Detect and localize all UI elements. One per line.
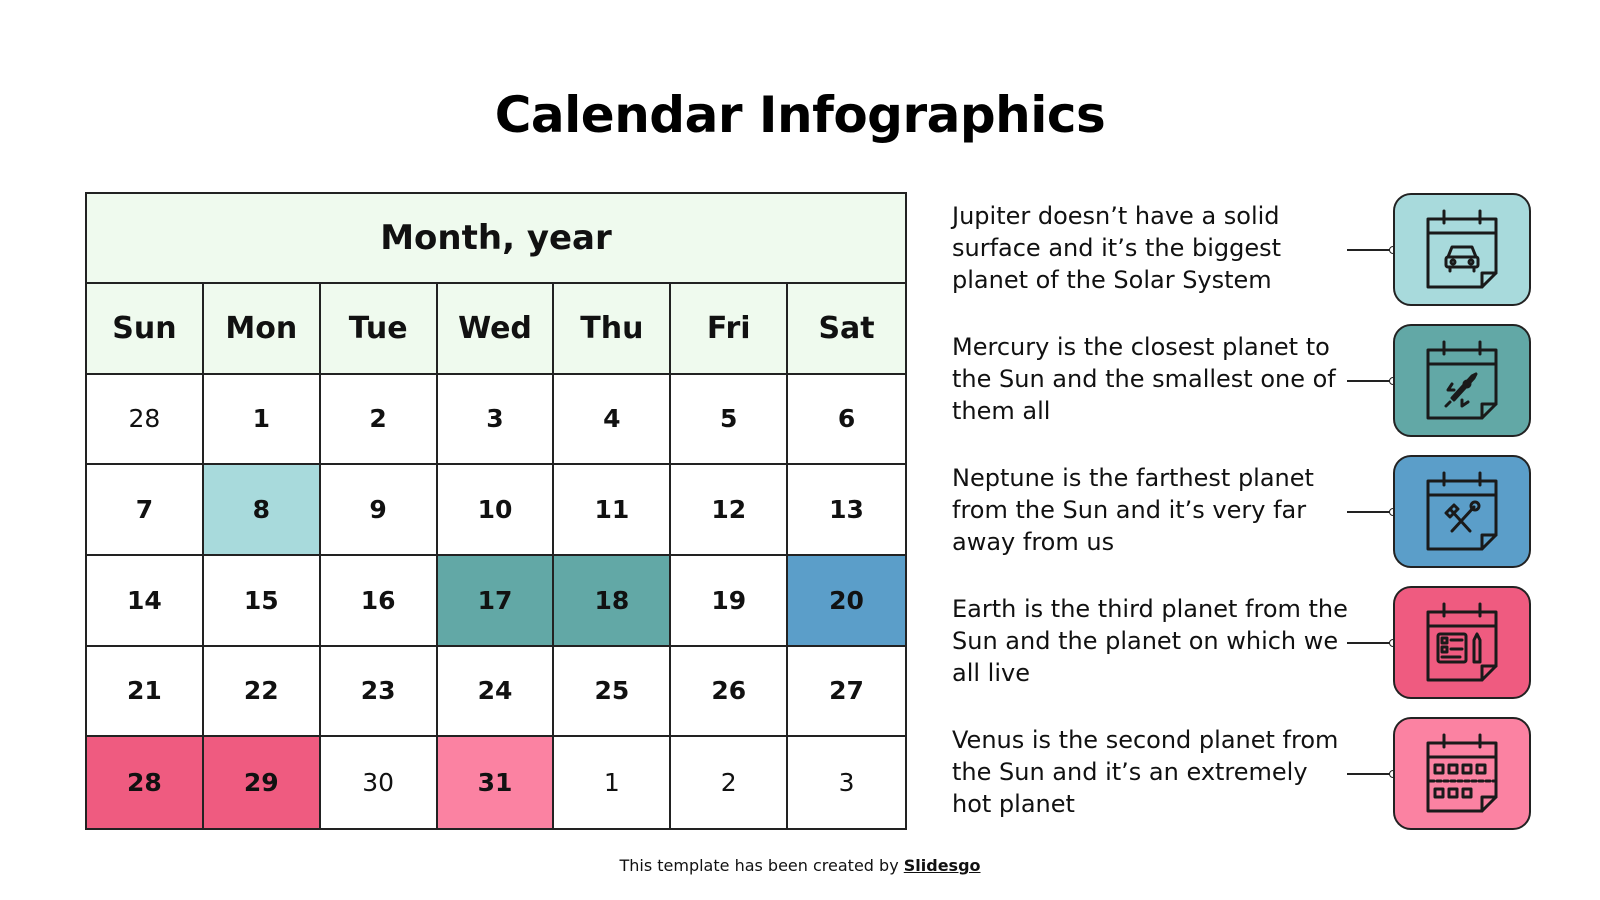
day-cell[interactable]: 30 — [320, 737, 438, 828]
day-cell[interactable]: 24 — [437, 646, 555, 738]
day-cell[interactable]: 13 — [788, 465, 905, 556]
day-cell[interactable]: 3 — [788, 737, 905, 828]
weekday-mon: Mon — [203, 284, 321, 375]
weekday-sun: Sun — [87, 284, 204, 375]
note-mercury: Mercury is the closest planet to the Sun… — [952, 333, 1336, 425]
day-cell[interactable]: 26 — [671, 646, 789, 738]
day-cell[interactable]: 21 — [87, 646, 204, 738]
icon-box-venus — [1393, 717, 1531, 830]
day-cell-highlighted[interactable]: 29 — [203, 737, 321, 828]
calendar-notes-icon — [1426, 602, 1498, 681]
connector-line — [1347, 508, 1397, 516]
day-cell[interactable]: 3 — [437, 374, 555, 466]
day-cell[interactable]: 1 — [554, 737, 672, 828]
slide-title: Calendar Infographics — [494, 86, 1106, 144]
connector-line — [1347, 639, 1397, 647]
note-earth: Earth is the third planet from the Sun a… — [952, 595, 1348, 687]
day-cell[interactable]: 11 — [554, 465, 672, 556]
weekday-fri: Fri — [671, 284, 789, 375]
day-cell[interactable]: 23 — [320, 646, 438, 738]
weekday-tue: Tue — [320, 284, 438, 375]
note-neptune: Neptune is the farthest planet from the … — [952, 464, 1314, 556]
day-cell-highlighted[interactable]: 17 — [437, 555, 555, 647]
connector-line — [1347, 770, 1397, 778]
note-venus: Venus is the second planet from the Sun … — [952, 726, 1339, 818]
calendar-grid: Month, year Sun Mon Tue Wed Thu Fri Sat … — [85, 192, 907, 830]
day-cell-highlighted[interactable]: 18 — [554, 555, 672, 647]
note-jupiter: Jupiter doesn’t have a solid surface and… — [952, 202, 1282, 294]
day-cell[interactable]: 6 — [788, 374, 905, 466]
day-cell-highlighted[interactable]: 20 — [788, 555, 905, 647]
day-cell[interactable]: 12 — [671, 465, 789, 556]
day-cell[interactable]: 22 — [203, 646, 321, 738]
day-cell[interactable]: 2 — [320, 374, 438, 466]
day-cell[interactable]: 10 — [437, 465, 555, 556]
day-cell[interactable]: 4 — [554, 374, 672, 466]
day-cell-highlighted[interactable]: 28 — [87, 737, 204, 828]
calendar-month-header: Month, year — [87, 194, 905, 284]
day-cell-highlighted[interactable]: 31 — [437, 737, 555, 828]
icon-box-mercury — [1393, 324, 1531, 437]
calendar-car-icon — [1426, 209, 1498, 288]
icon-box-earth — [1393, 586, 1531, 699]
day-cell[interactable]: 14 — [87, 555, 204, 647]
day-cell[interactable]: 1 — [203, 374, 321, 466]
day-cell[interactable]: 5 — [671, 374, 789, 466]
calendar-tools-icon — [1426, 471, 1498, 550]
day-cell[interactable]: 7 — [87, 465, 204, 556]
day-cell[interactable]: 15 — [203, 555, 321, 647]
icon-box-jupiter — [1393, 193, 1531, 306]
weekday-wed: Wed — [437, 284, 555, 375]
footer-text: This template has been created by — [619, 856, 904, 875]
day-cell[interactable]: 2 — [671, 737, 789, 828]
connector-line — [1347, 246, 1397, 254]
icon-box-neptune — [1393, 455, 1531, 568]
weekday-thu: Thu — [554, 284, 672, 375]
calendar-grid-icon — [1426, 733, 1498, 812]
slidesgo-link[interactable]: Slidesgo — [903, 856, 981, 875]
day-cell[interactable]: 19 — [671, 555, 789, 647]
day-cell[interactable]: 9 — [320, 465, 438, 556]
day-cell[interactable]: 27 — [788, 646, 905, 738]
calendar-rocket-icon — [1426, 340, 1498, 419]
day-cell-highlighted[interactable]: 8 — [203, 465, 321, 556]
footer-credit: This template has been created by Slides… — [0, 856, 1600, 875]
connector-line — [1347, 377, 1397, 385]
day-cell[interactable]: 25 — [554, 646, 672, 738]
day-cell[interactable]: 28 — [87, 374, 204, 466]
day-cell[interactable]: 16 — [320, 555, 438, 647]
weekday-sat: Sat — [788, 284, 905, 375]
